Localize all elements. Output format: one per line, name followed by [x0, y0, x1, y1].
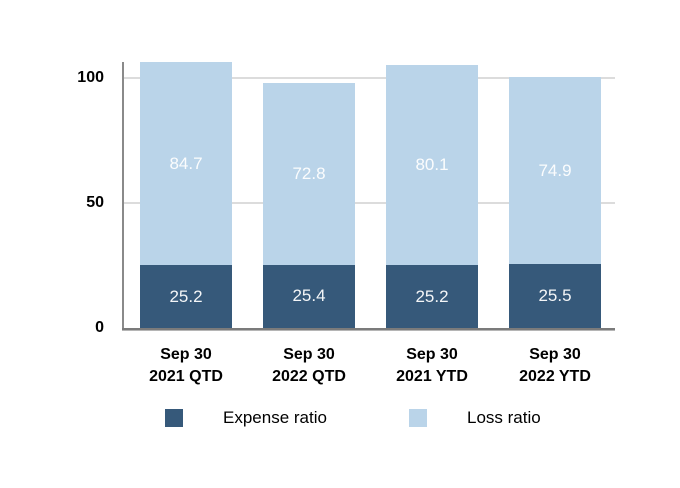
- bar-2-segment-expense-ratio: 25.4: [263, 264, 355, 328]
- legend-label: Loss ratio: [467, 408, 541, 427]
- y-axis-line: [122, 62, 124, 328]
- legend-swatch-icon: [409, 409, 427, 427]
- legend-label: Expense ratio: [223, 408, 327, 427]
- value-label: 74.9: [538, 160, 572, 180]
- bar-4: 25.5 74.9: [509, 62, 601, 328]
- value-label: 25.2: [169, 286, 203, 306]
- x-label-3: Sep 30 2021 YTD: [396, 346, 468, 385]
- legend-item-loss-ratio: Loss ratio: [409, 408, 541, 428]
- bar-4-segment-loss-ratio: 74.9: [509, 77, 601, 265]
- y-tick-label-0: 0: [95, 319, 104, 336]
- value-label: 84.7: [169, 153, 203, 173]
- bar-1-segment-expense-ratio: 25.2: [140, 265, 232, 328]
- bar-4-segment-expense-ratio: 25.5: [509, 264, 601, 328]
- gridline-100: [122, 77, 615, 79]
- x-label-1: Sep 30 2021 QTD: [149, 346, 223, 385]
- x-label-4: Sep 30 2022 YTD: [519, 346, 591, 385]
- bar-3-segment-loss-ratio: 80.1: [386, 64, 478, 265]
- y-tick-label-50: 50: [86, 194, 104, 211]
- value-label: 25.2: [415, 286, 449, 306]
- value-label: 80.1: [415, 154, 449, 174]
- legend-swatch-icon: [165, 409, 183, 427]
- value-label: 25.5: [538, 286, 572, 306]
- bar-2: 25.4 72.8: [263, 62, 355, 328]
- bar-3-segment-expense-ratio: 25.2: [386, 265, 478, 328]
- plot-area: 25.2 84.7 25.4 72.8 25.2 80.1 25.5 74.9: [122, 62, 615, 330]
- legend-item-expense-ratio: Expense ratio: [165, 408, 327, 428]
- bar-1-segment-loss-ratio: 84.7: [140, 62, 232, 265]
- bar-2-segment-loss-ratio: 72.8: [263, 82, 355, 265]
- x-label-2: Sep 30 2022 QTD: [272, 346, 346, 385]
- bar-1: 25.2 84.7: [140, 62, 232, 328]
- bar-3: 25.2 80.1: [386, 62, 478, 328]
- gridline-50: [122, 202, 615, 204]
- value-label: 72.8: [292, 163, 326, 183]
- x-axis-baseline: [122, 328, 615, 330]
- y-tick-label-100: 100: [77, 69, 104, 86]
- value-label: 25.4: [292, 286, 326, 306]
